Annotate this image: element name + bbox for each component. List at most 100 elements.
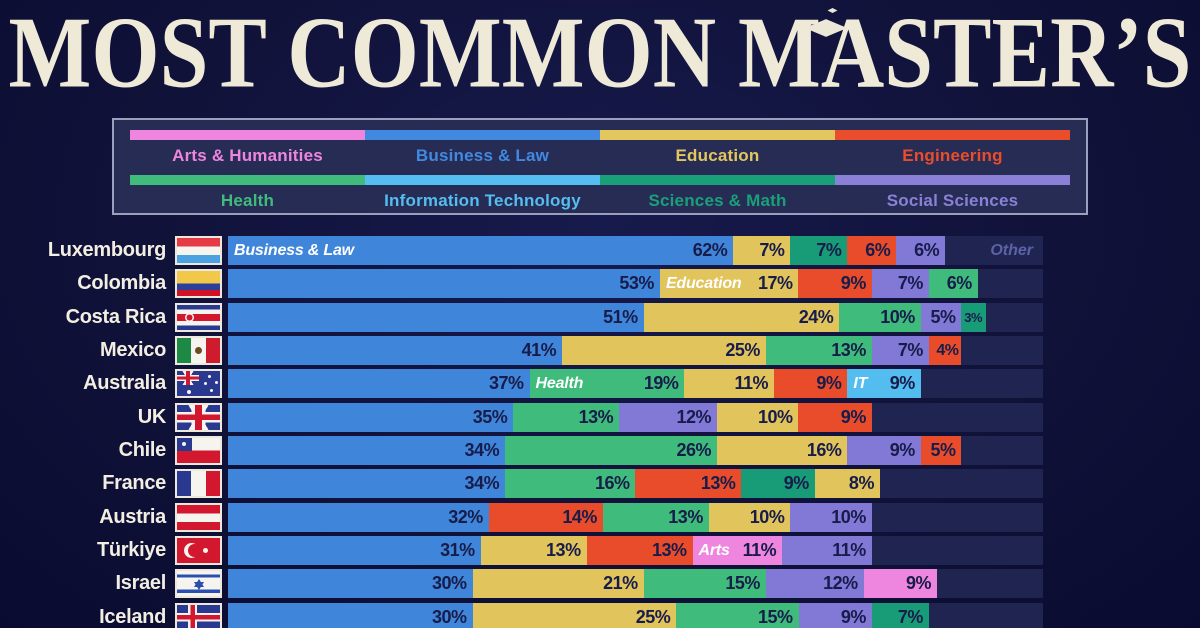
chart-row: Colombia 53 Education 17 9 7 6 [0, 269, 1200, 299]
country-label: Mexico [99, 339, 166, 362]
legend-label: Health [220, 191, 275, 210]
chart-row: Türkiye 31 13 13 Arts 11 11 [0, 536, 1200, 566]
bar-segment-business: 51 [228, 302, 644, 332]
segment-percent: 13 [668, 507, 703, 528]
segment-percent: 13 [546, 540, 581, 561]
segment-percent: 34 [465, 473, 500, 494]
legend: Arts & Humanities Business & Law Education… [112, 118, 1088, 215]
segment-percent: 9 [816, 373, 841, 394]
bar-segment-health: 6 [928, 269, 978, 299]
bar-segment-social: 9 [847, 436, 921, 466]
bar-segment-engineering: 9 [774, 369, 848, 399]
segment-percent: 21 [603, 573, 638, 594]
bar-segment-arts: 9 [863, 569, 938, 599]
segment-percent: 13 [831, 340, 866, 361]
legend-label: Education [675, 146, 760, 165]
segment-percent: 5 [930, 440, 955, 461]
bar-segment-health: 10 [839, 302, 921, 332]
flag-iceland [175, 602, 222, 628]
segment-percent: 9 [890, 440, 915, 461]
bar-segment-health: Health 19 [529, 369, 685, 399]
segment-percent: 25 [636, 607, 671, 628]
segment-percent: 11 [734, 373, 768, 394]
bar-segment-education: 25 [472, 602, 677, 628]
bar-segment-business: 31 [228, 536, 481, 566]
bar-segment-education: 13 [480, 536, 587, 566]
segment-percent: 6 [914, 240, 939, 261]
bar-segment-business: 30 [228, 569, 473, 599]
segment-percent: 25 [725, 340, 760, 361]
segment-percent: 5 [930, 307, 955, 328]
bar-track: 35 13 12 10 9 [228, 402, 1043, 432]
bar-segment-engineering: 9 [798, 402, 872, 432]
bar-track: 41 25 13 74 [228, 336, 1043, 366]
bar-segment-sciences: 7 [790, 236, 848, 265]
bar-segment-arts: Arts 11 [692, 536, 783, 566]
bar-segment-health: 15 [643, 569, 766, 599]
country-label: Costa Rica [65, 305, 167, 328]
segment-percent: 9 [784, 473, 809, 494]
segment-percent: 19 [644, 373, 679, 394]
segment-percent: 11 [832, 540, 866, 561]
segment-percent: 7 [759, 240, 784, 261]
segment-percent: 53 [619, 273, 654, 294]
bar-segment-education: 16 [716, 436, 848, 466]
segment-percent: 12 [676, 407, 711, 428]
segment-name-label: Arts [698, 541, 730, 559]
legend-item: Education [600, 130, 835, 166]
bar-segment-sciences: 9 [741, 469, 815, 499]
chart-row: Austria 32 14 13 10 10 [0, 502, 1200, 532]
bar-track: 34 16 13 9 8 [228, 469, 1043, 499]
segment-percent: 26 [676, 440, 711, 461]
legend-label: Arts & Humanities [172, 146, 323, 165]
header: MOST COMMON MASTER’S [0, 0, 1200, 112]
segment-name-label: Education [665, 274, 742, 292]
bar-segment-engineering: 13 [586, 536, 693, 566]
segment-percent: 9 [841, 607, 866, 628]
bar-segment-health: 15 [676, 602, 799, 628]
segment-percent: 13 [652, 540, 687, 561]
segment-percent: 11 [743, 540, 777, 561]
country-label: Luxembourg [47, 239, 166, 261]
bar-segment-engineering: 14 [488, 502, 603, 532]
segment-percent: 62 [693, 240, 728, 261]
segment-percent: 9 [841, 273, 866, 294]
health-swatch [130, 175, 365, 185]
bar-segment-it: IT 9 [847, 369, 921, 399]
bar-track: 30 21 15 12 9 [228, 569, 1043, 599]
country-label: France [102, 472, 166, 495]
flag-chile [175, 436, 222, 466]
flag-luxembourg [175, 236, 222, 265]
chart-row: Israel 30 21 15 12 9 [0, 569, 1200, 599]
legend-label: Sciences & Math [648, 191, 787, 210]
country-label: Türkiye [96, 539, 166, 562]
arts-swatch [130, 130, 365, 140]
segment-percent: 7 [898, 340, 923, 361]
education-swatch [600, 130, 835, 140]
segment-percent: 6 [947, 273, 972, 294]
segment-percent: 8 [849, 473, 874, 494]
segment-percent: 3 [964, 310, 982, 325]
chart-row: Costa Rica 51 24 10 53 [0, 302, 1200, 332]
segment-percent: 41 [522, 340, 557, 361]
business-swatch [365, 130, 600, 140]
bar-segment-social: 10 [790, 502, 872, 532]
chart-row: Australia 37 Health 19 11 9 IT 9 [0, 369, 1200, 399]
country-label: Chile [118, 439, 167, 462]
bar-segment-business: 32 [228, 502, 489, 532]
sciences-swatch [600, 175, 835, 185]
bar-segment-social: 12 [765, 569, 864, 599]
bar-track: 37 Health 19 11 9 IT 9 [228, 369, 1043, 399]
bar-segment-health: 16 [505, 469, 636, 499]
segment-percent: 17 [758, 273, 793, 294]
flag-costa-rica [175, 302, 222, 332]
bar-track: 53 Education 17 9 7 6 [228, 269, 1043, 299]
bar-track: Business & Law 62 7 7 6 6 Other [228, 236, 1043, 265]
segment-percent: 16 [595, 473, 630, 494]
legend-item: Social Sciences [835, 175, 1070, 211]
segment-percent: 13 [579, 407, 614, 428]
segment-percent: 9 [906, 573, 931, 594]
country-label: Iceland [99, 605, 166, 628]
segment-percent: 7 [898, 607, 923, 628]
page-title: MOST COMMON MASTER’S [8, 0, 1192, 109]
